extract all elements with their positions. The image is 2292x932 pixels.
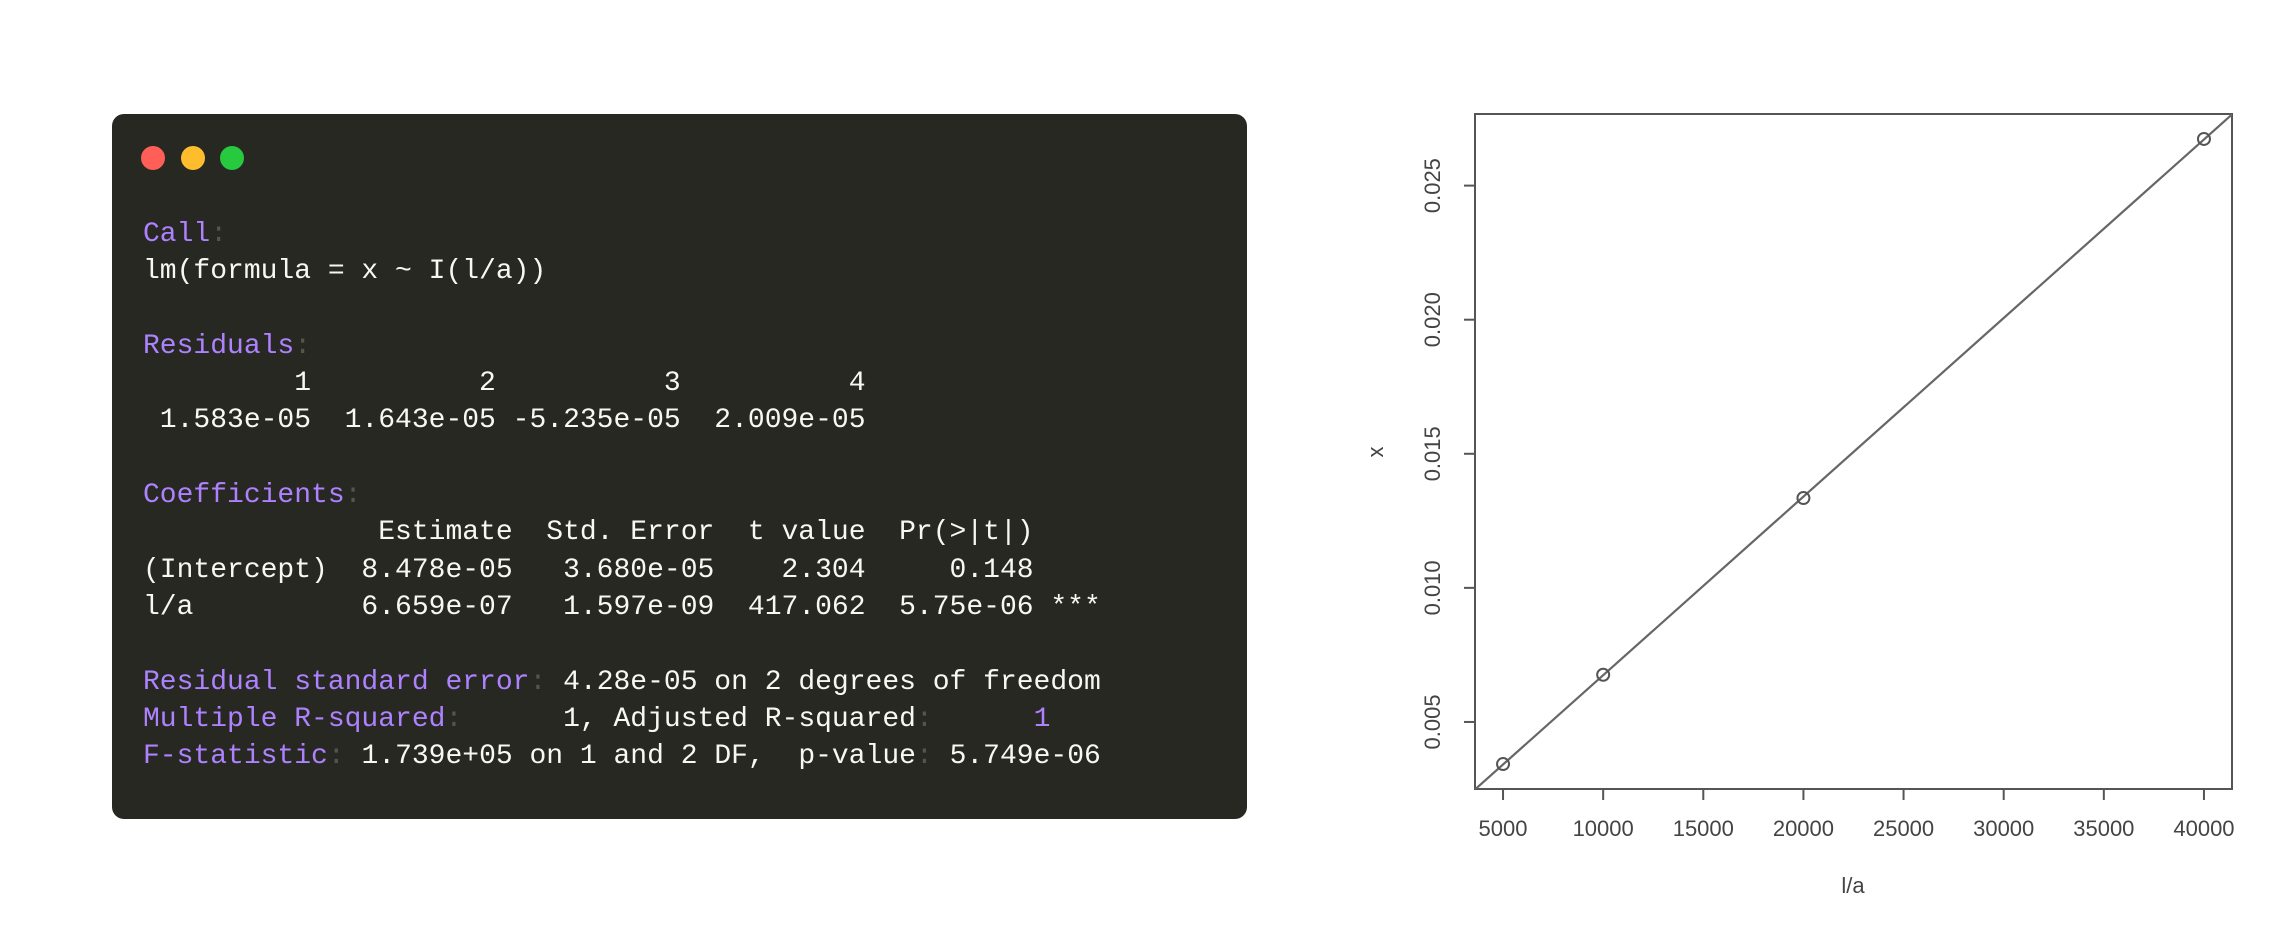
x-tick-label: 15000 — [1673, 816, 1734, 841]
y-tick-label: 0.025 — [1420, 158, 1445, 213]
output-line: Call: — [143, 216, 1101, 253]
x-tick-label: 5000 — [1479, 816, 1528, 841]
output-text: Estimate Std. Error t value Pr(>|t|) — [143, 517, 1034, 549]
output-text: Coefficients — [143, 480, 345, 512]
point — [1596, 667, 1611, 682]
output-text: : — [210, 219, 228, 250]
y-axis-label: x — [1363, 447, 1388, 458]
point — [2196, 131, 2211, 146]
x-tick-label: 10000 — [1573, 816, 1634, 841]
output-text: 1, Adjusted R-squared — [462, 703, 916, 735]
output-text: Multiple R-squared — [143, 703, 446, 735]
output-text: Residuals — [143, 330, 295, 362]
zoom-dot — [220, 146, 244, 170]
output-line: F-statistic: 1.739e+05 on 1 and 2 DF, p-… — [143, 738, 1101, 775]
output-line: Coefficients: — [143, 477, 1101, 514]
fit-line — [1475, 114, 2232, 789]
x-tick-label: 20000 — [1773, 816, 1834, 841]
x-axis-label: l/a — [1841, 873, 1865, 898]
output-line: Multiple R-squared: 1, Adjusted R-square… — [143, 701, 1101, 738]
x-tick-label: 35000 — [2073, 816, 2134, 841]
x-tick-label: 25000 — [1873, 816, 1934, 841]
close-dot — [141, 146, 165, 170]
terminal-window — [112, 114, 1247, 819]
output-text: Call — [143, 219, 211, 250]
x-tick-label: 30000 — [1973, 816, 2034, 841]
output-text: 1 — [932, 703, 1051, 735]
y-tick-label: 0.020 — [1420, 292, 1445, 347]
output-text: 5.749e-06 — [932, 741, 1101, 773]
output-line: Estimate Std. Error t value Pr(>|t|) — [143, 514, 1101, 551]
output-text: 1.583e-05 1.643e-05 -5.235e-05 2.009e-05 — [143, 405, 866, 437]
output-text: : — [915, 741, 933, 773]
output-line: 1 2 3 4 — [143, 365, 1101, 402]
output-text: : — [294, 330, 312, 362]
x-tick-label: 40000 — [2173, 816, 2234, 841]
point — [1496, 757, 1511, 772]
output-text: : — [344, 480, 362, 512]
output-text: 1 2 3 4 — [143, 368, 866, 400]
output-line: (Intercept) 8.478e-05 3.680e-05 2.304 0.… — [143, 552, 1101, 589]
minimize-dot — [181, 146, 205, 170]
output-line: 1.583e-05 1.643e-05 -5.235e-05 2.009e-05 — [143, 402, 1101, 439]
output-text: lm(formula = x ~ I(l/a)) — [143, 256, 547, 288]
output-text: Residual standard error — [143, 666, 530, 698]
output-text: : — [327, 741, 345, 773]
point — [1796, 491, 1811, 506]
output-line: Residual standard error: 4.28e-05 on 2 d… — [143, 664, 1101, 701]
output-text: F-statistic — [143, 741, 328, 773]
y-tick-label: 0.005 — [1420, 694, 1445, 749]
output-text: (Intercept) 8.478e-05 3.680e-05 2.304 0.… — [143, 554, 1034, 586]
output-text: : — [445, 703, 463, 735]
output-line: l/a 6.659e-07 1.597e-09 417.062 5.75e-06… — [143, 589, 1101, 626]
output-text: l/a 6.659e-07 1.597e-09 417.062 5.75e-06… — [143, 591, 1101, 623]
terminal-output: Call: lm(formula = x ~ I(l/a)) Residuals: … — [143, 216, 1101, 775]
output-line: lm(formula = x ~ I(l/a)) — [143, 253, 1101, 290]
output-text: 4.28e-05 on 2 degrees of freedom — [546, 666, 1101, 698]
y-tick-label: 0.010 — [1420, 560, 1445, 615]
output-text: : — [915, 703, 933, 735]
y-tick-label: 0.015 — [1420, 426, 1445, 481]
output-text: 1.739e+05 on 1 and 2 DF, p-value — [344, 741, 916, 773]
output-text: : — [529, 666, 547, 698]
output-line: Residuals: — [143, 328, 1101, 365]
